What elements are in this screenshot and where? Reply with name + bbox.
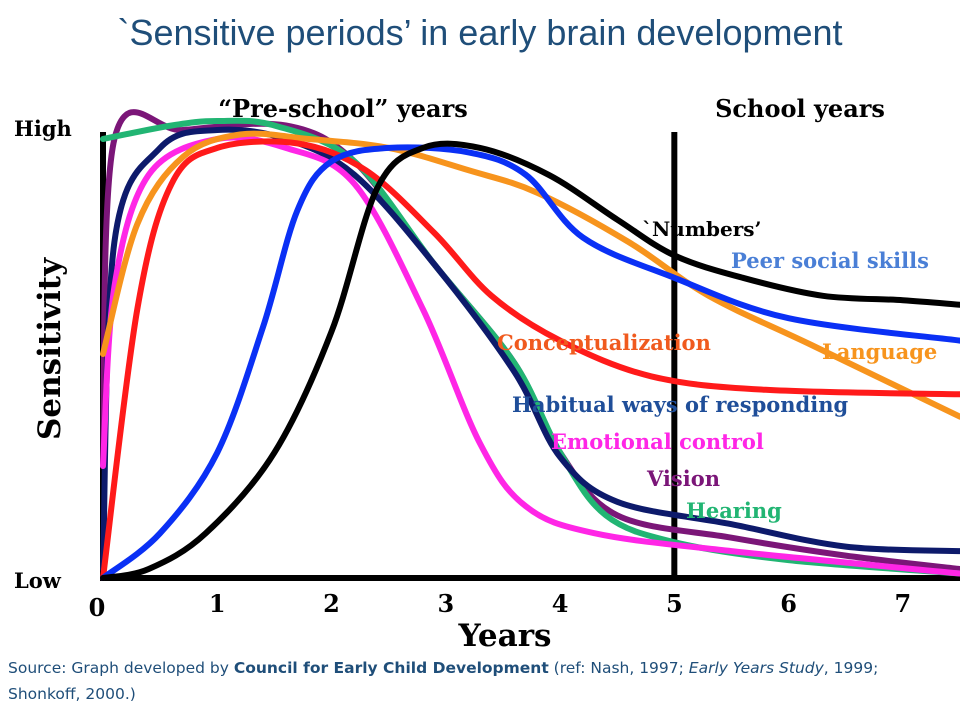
source-note: Source: Graph developed by Council for E…	[8, 655, 948, 707]
y-axis-title: Sensitivity	[32, 257, 68, 440]
source-prefix: Source: Graph developed by	[8, 659, 234, 677]
x-tick-label-3: 3	[437, 589, 454, 618]
x-tick-label-4: 4	[552, 589, 569, 618]
source-mid2: , 1999; Shonkoff, 2000.)	[8, 659, 879, 703]
series-label-vision: Vision	[646, 466, 720, 491]
sensitivity-chart: 0 1 2 3 4 5 6 7 `Numbers’ Peer social skills Conc…	[14, 94, 960, 650]
source-book: Early Years Study	[688, 659, 824, 677]
x-tick-label-6: 6	[780, 589, 797, 618]
series-label-conceptualization: Conceptualization	[497, 330, 711, 355]
series-label-peer-social-skills: Peer social skills	[731, 248, 929, 273]
series-label-language: Language	[822, 339, 937, 364]
series-line-peer-social-skills	[100, 144, 960, 581]
source-org: Council for Early Child Development	[233, 659, 549, 677]
y-low-label: Low	[14, 568, 62, 593]
series-lines	[100, 109, 960, 581]
x-tick-label-5: 5	[666, 589, 683, 618]
series-line-numbers	[100, 140, 960, 581]
series-label-numbers: `Numbers’	[642, 217, 761, 241]
chart-title: `Sensitive periods’ in early brain devel…	[117, 12, 843, 53]
x-tick-label-0: 0	[89, 593, 106, 622]
x-tick-labels: 0 1 2 3 4 5 6 7	[89, 589, 912, 622]
period-label-preschool: “Pre-school” years	[218, 94, 468, 123]
x-tick-label-1: 1	[209, 589, 226, 618]
series-line-conceptualization	[100, 138, 960, 581]
series-label-hearing: Hearing	[686, 498, 782, 523]
period-label-school: School years	[715, 94, 885, 123]
x-tick-label-2: 2	[323, 589, 340, 618]
x-tick-label-7: 7	[895, 589, 912, 618]
series-line-language	[100, 130, 960, 420]
series-line-emotional-control	[100, 134, 960, 577]
series-labels: `Numbers’ Peer social skills Conceptualiza…	[497, 217, 937, 523]
series-label-emotional-control: Emotional control	[551, 429, 764, 454]
series-line-habitual-ways-of-responding	[100, 126, 960, 572]
series-label-habitual-ways-of-responding: Habitual ways of responding	[512, 392, 848, 417]
x-axis-title: Years	[457, 618, 551, 650]
y-high-label: High	[14, 116, 72, 141]
source-mid1: (ref: Nash, 1997;	[548, 659, 689, 677]
